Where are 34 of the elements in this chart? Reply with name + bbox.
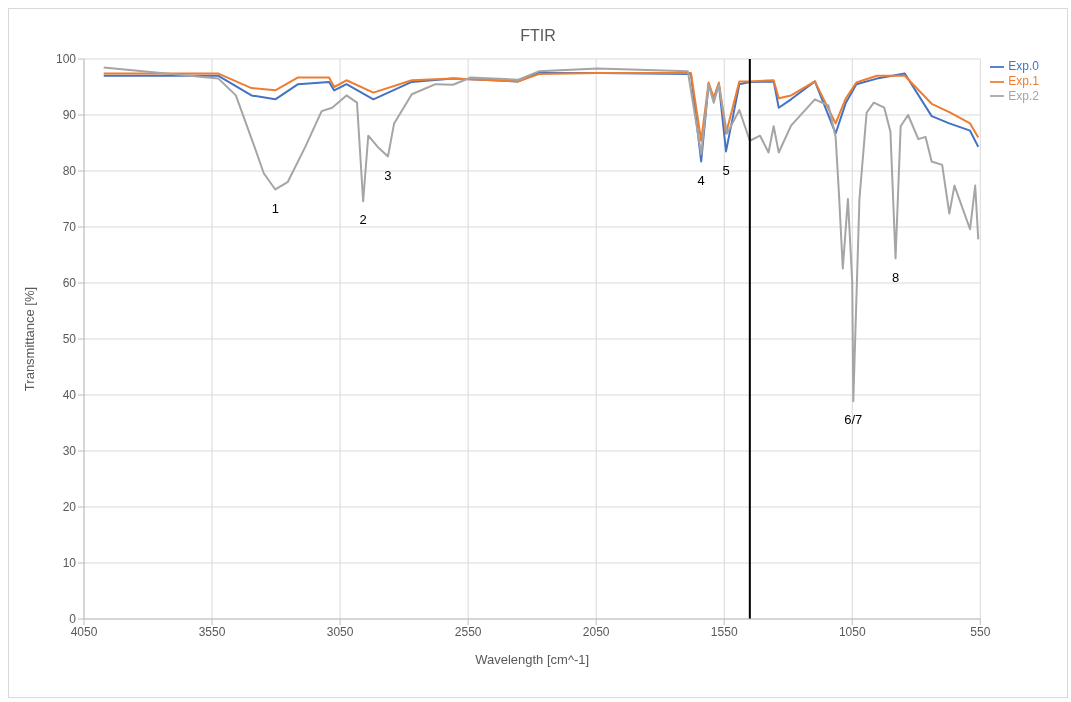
chart-title: FTIR [519,27,557,45]
y-tick-label: 90 [62,108,77,123]
y-tick-label: 70 [62,220,77,235]
annotation: 3 [384,167,392,183]
y-tick-label: 20 [62,500,77,515]
x-tick-label: 1550 [710,624,738,639]
x-axis-title: Wavelength [cm^-1] [475,652,590,667]
x-tick-label: 4050 [70,624,98,639]
line-series [102,66,980,403]
y-axis-title: Transmittance [%] [21,286,37,392]
x-tick-label: 3050 [326,624,354,639]
line-series [102,72,980,142]
annotation: 4 [697,172,705,188]
y-tick-label: 100 [55,52,77,67]
annotation: 2 [359,212,367,228]
annotation: 6/7 [844,412,863,428]
y-tick-label: 50 [62,332,77,347]
annotation: 1 [271,200,279,216]
x-tick-label: 2550 [454,624,482,639]
legend-label: Exp.2 [1008,88,1039,103]
x-tick-label: 3550 [198,624,226,639]
x-tick-label: 2050 [582,624,610,639]
y-tick-label: 10 [62,556,77,571]
y-tick-label: 60 [62,276,77,291]
y-tick-label: 0 [69,612,77,627]
y-tick-label: 30 [62,444,77,459]
annotation: 8 [891,269,900,285]
y-tick-label: 80 [62,164,77,179]
annotation: 5 [722,162,730,178]
x-tick-label: 1050 [838,624,866,639]
x-tick-label: 550 [970,624,991,639]
y-tick-label: 40 [62,388,77,403]
legend-label: Exp.0 [1008,59,1039,73]
legend-label: Exp.1 [1008,73,1039,88]
